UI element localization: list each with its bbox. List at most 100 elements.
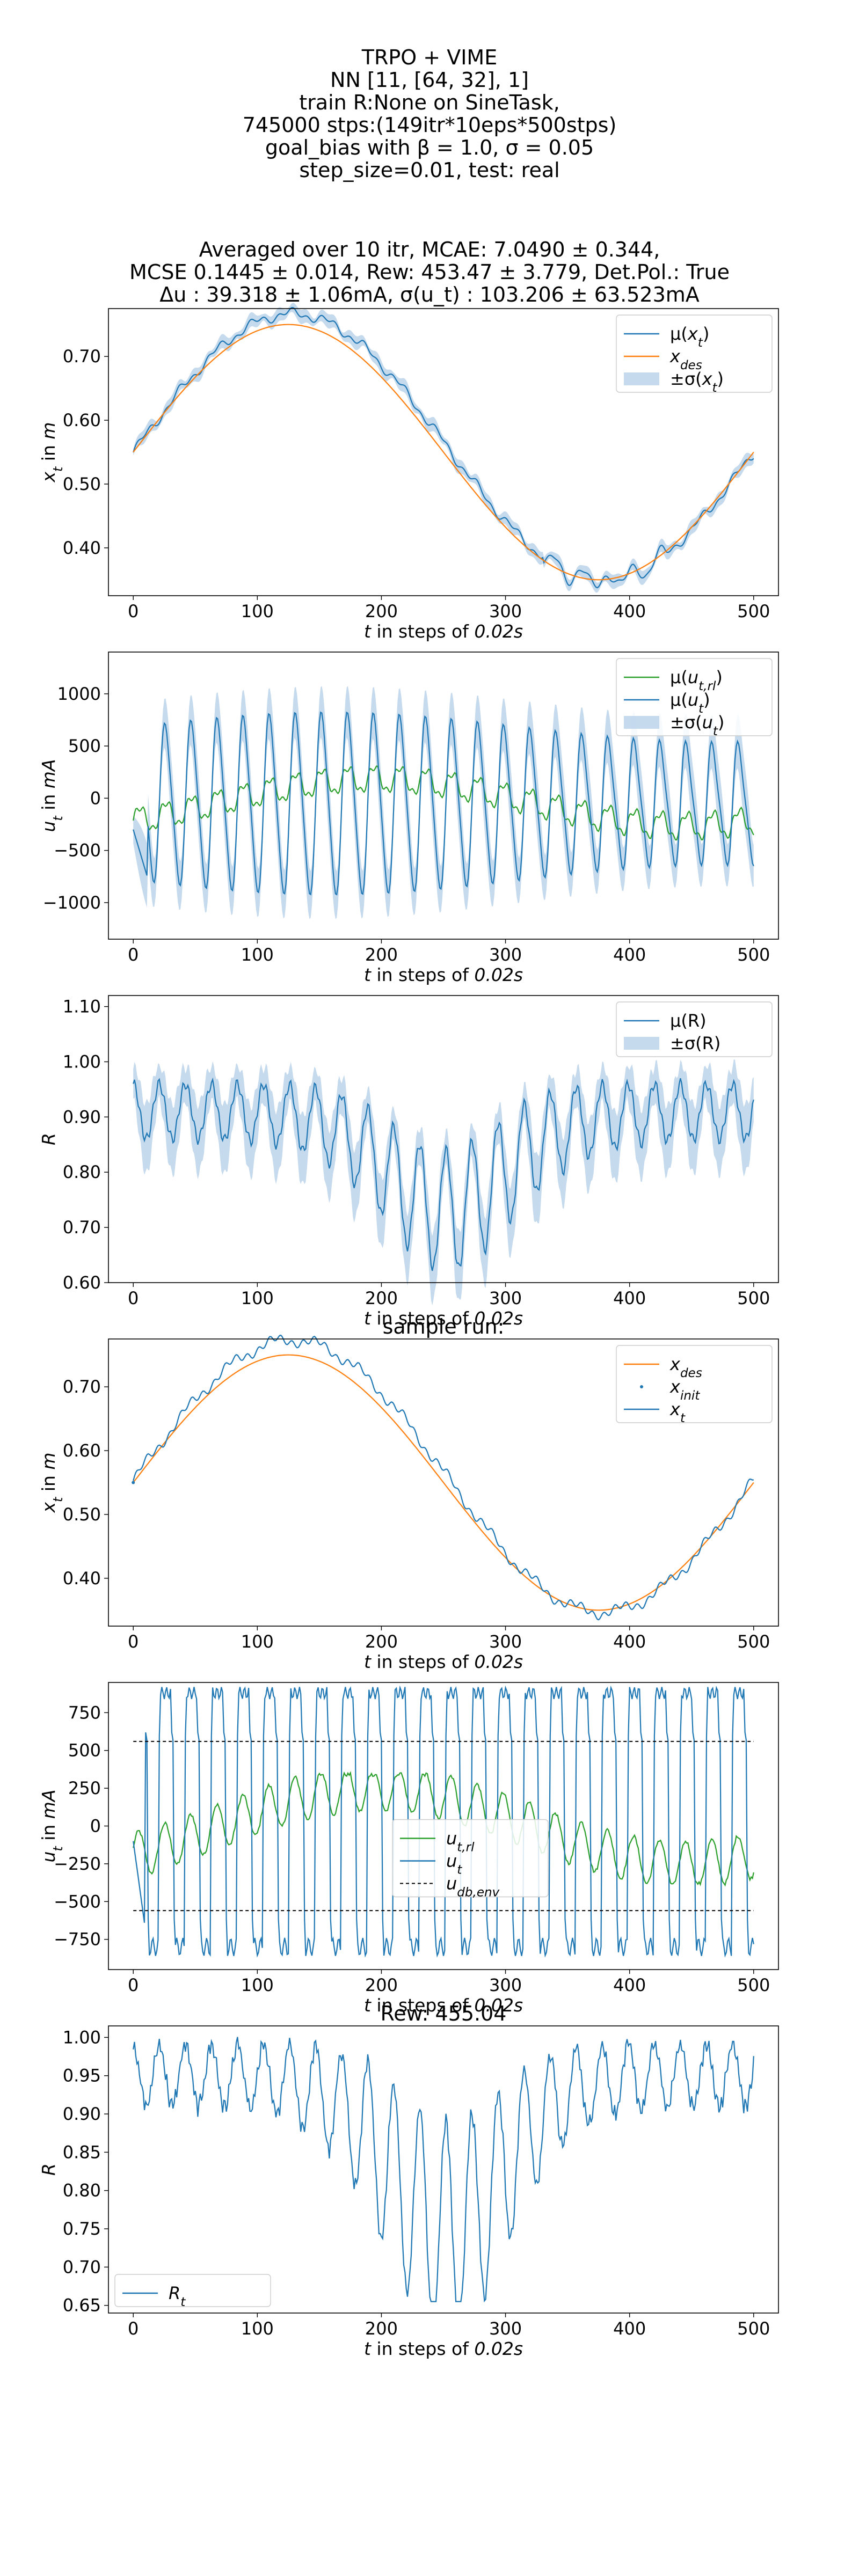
x-tick-label: 200 bbox=[365, 945, 398, 965]
x-tick-label: 0 bbox=[128, 2318, 139, 2339]
chart-title: Rew: 455.04 bbox=[381, 2002, 507, 2025]
y-tick-label: 0.60 bbox=[63, 410, 101, 430]
y-tick-label: 0.70 bbox=[63, 1217, 101, 1238]
y-tick-label: −500 bbox=[54, 1891, 101, 1912]
legend-label: μ(R) bbox=[670, 1011, 707, 1031]
x-tick-label: 500 bbox=[737, 2318, 770, 2339]
chart-5: 0 100 200 300 400 500 −750 −500 −250 0 250 500 750 t … bbox=[38, 1682, 779, 2016]
series-line bbox=[133, 1077, 754, 1271]
x-tick-label: 200 bbox=[365, 1288, 398, 1308]
x-tick-label: 200 bbox=[365, 1975, 398, 1995]
series-line bbox=[133, 711, 754, 896]
series-line bbox=[133, 1354, 754, 1611]
x-tick-label: 300 bbox=[489, 945, 522, 965]
series-line bbox=[133, 306, 754, 589]
header-line-1: TRPO + VIME bbox=[361, 46, 498, 69]
x-tick-label: 200 bbox=[365, 601, 398, 621]
legend: μ(xt)xdes±σ(xt) bbox=[616, 314, 773, 395]
x-tick-label: 500 bbox=[737, 1975, 770, 1995]
legend-swatch bbox=[640, 1385, 643, 1388]
x-tick-label: 100 bbox=[241, 1631, 274, 1652]
y-tick-label: 0 bbox=[90, 1816, 101, 1836]
x-tick-label: 200 bbox=[365, 1631, 398, 1652]
legend: Rt bbox=[114, 2274, 271, 2309]
header-line-5: goal_bias with β = 1.0, σ = 0.05 bbox=[265, 136, 594, 159]
y-tick-label: −750 bbox=[54, 1929, 101, 1950]
y-axis-label: xt in m bbox=[38, 1452, 65, 1513]
x-axis-label: t in steps of 0.02s bbox=[364, 2338, 523, 2359]
y-tick-label: 750 bbox=[68, 1702, 101, 1723]
x-tick-label: 300 bbox=[489, 1975, 522, 1995]
chart-1: 0 100 200 300 400 500 0.40 0.50 0.60 0.70 t in ste… bbox=[38, 303, 779, 642]
x-tick-label: 100 bbox=[241, 1288, 274, 1308]
legend-label: ±σ(R) bbox=[670, 1033, 720, 1053]
series-line bbox=[133, 1685, 754, 1958]
header-line-3: train R:None on SineTask, bbox=[299, 91, 560, 114]
legend-label: μ(ut) bbox=[670, 690, 710, 716]
x-axis-label: t in steps of 0.02s bbox=[364, 621, 523, 642]
legend-label: ±σ(ut) bbox=[670, 712, 724, 738]
x-tick-label: 0 bbox=[128, 601, 139, 621]
series-point bbox=[132, 1481, 135, 1484]
y-axis-label: ut in mA bbox=[38, 759, 65, 832]
x-tick-label: 400 bbox=[613, 1631, 646, 1652]
summary-line-1: Averaged over 10 itr, MCAE: 7.0490 ± 0.3… bbox=[199, 238, 660, 261]
chart-6: Rew: 455.04 0 100 200 300 400 500 0.65 0.70 0.75 0… bbox=[38, 2002, 779, 2359]
y-tick-label: 0.90 bbox=[63, 1107, 101, 1127]
x-tick-label: 500 bbox=[737, 1631, 770, 1652]
legend-label: ut,rl bbox=[446, 1828, 475, 1855]
y-axis-label: R bbox=[38, 1133, 59, 1145]
chart-title: sample run: bbox=[383, 1315, 505, 1338]
y-tick-label: 1.10 bbox=[63, 997, 101, 1017]
legend-box bbox=[616, 1345, 773, 1423]
x-tick-label: 400 bbox=[613, 601, 646, 621]
legend-label: xdes bbox=[669, 1354, 702, 1380]
x-tick-label: 0 bbox=[128, 1631, 139, 1652]
y-tick-label: 1000 bbox=[57, 684, 101, 704]
y-tick-label: 0.70 bbox=[63, 2257, 101, 2277]
x-tick-label: 400 bbox=[613, 2318, 646, 2339]
legend-label: μ(xt) bbox=[670, 324, 709, 350]
legend-label: Rt bbox=[169, 2283, 186, 2309]
series-line bbox=[133, 324, 754, 581]
y-tick-label: 0.95 bbox=[63, 2066, 101, 2086]
legend-label: xt bbox=[669, 1399, 686, 1425]
y-tick-label: 1.00 bbox=[63, 2027, 101, 2047]
axes-frame bbox=[108, 308, 779, 596]
y-tick-label: 0.90 bbox=[63, 2104, 101, 2124]
header-line-6: step_size=0.01, test: real bbox=[299, 158, 560, 182]
chart-4: sample run: 0 100 200 300 400 500 0.40 0.50 0.60 0… bbox=[38, 1315, 779, 1672]
x-tick-label: 0 bbox=[128, 1975, 139, 1995]
y-tick-label: −250 bbox=[54, 1854, 101, 1874]
legend-label: μ(ut,rl) bbox=[670, 667, 723, 693]
y-tick-label: 500 bbox=[68, 736, 101, 756]
series-line bbox=[133, 1334, 754, 1621]
chart-2: 0 100 200 300 400 500 −1000 −500 0 500 1000 t in st… bbox=[38, 652, 779, 985]
legend-label: xdes bbox=[669, 346, 702, 372]
legend-label: ut bbox=[446, 1851, 462, 1877]
y-axis-label: R bbox=[38, 2163, 59, 2176]
axes-frame bbox=[108, 2025, 779, 2314]
y-tick-label: 0.85 bbox=[63, 2142, 101, 2162]
x-tick-label: 300 bbox=[489, 2318, 522, 2339]
y-tick-label: 250 bbox=[68, 1778, 101, 1798]
summary-line-3: Δu : 39.318 ± 1.06mA, σ(u_t) : 103.206 ±… bbox=[159, 283, 700, 306]
x-tick-label: 100 bbox=[241, 601, 274, 621]
x-axis-label: t in steps of 0.02s bbox=[364, 964, 523, 985]
y-tick-label: 0.50 bbox=[63, 1504, 101, 1525]
y-tick-label: 0.75 bbox=[63, 2219, 101, 2239]
series-band bbox=[133, 1059, 754, 1306]
x-axis-label: t in steps of 0.02s bbox=[364, 1995, 523, 2016]
y-tick-label: 500 bbox=[68, 1740, 101, 1761]
x-tick-label: 300 bbox=[489, 1631, 522, 1652]
x-tick-label: 400 bbox=[613, 1288, 646, 1308]
x-tick-label: 0 bbox=[128, 945, 139, 965]
x-tick-label: 100 bbox=[241, 1975, 274, 1995]
header-line-4: 745000 stps:(149itr*10eps*500stps) bbox=[242, 113, 617, 137]
axes-frame bbox=[108, 652, 779, 940]
x-tick-label: 100 bbox=[241, 2318, 274, 2339]
y-tick-label: 0.40 bbox=[63, 538, 101, 558]
x-tick-label: 200 bbox=[365, 2318, 398, 2339]
